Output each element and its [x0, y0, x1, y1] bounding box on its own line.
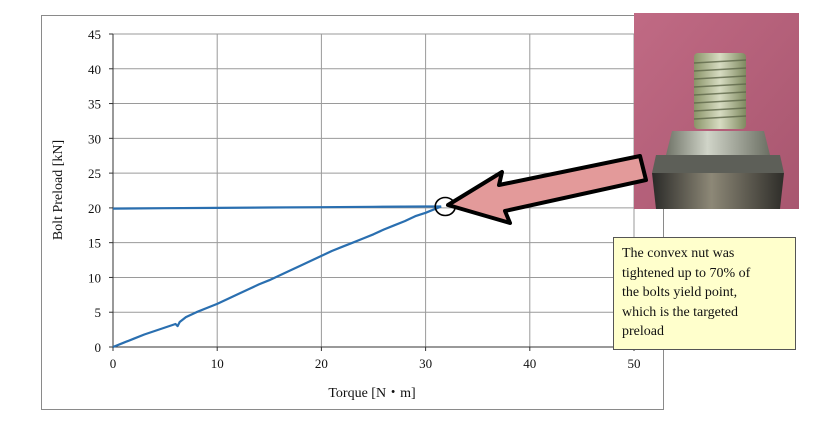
chart-axes [109, 33, 635, 351]
bolt-and-convex-nut-photo [634, 13, 799, 209]
series-line-1 [112, 205, 442, 349]
y-tick-label: 10 [88, 270, 101, 285]
y-tick-label: 35 [88, 97, 101, 112]
y-tick-label: 45 [88, 27, 101, 42]
y-tick-label: 20 [88, 201, 101, 216]
callout-line: the bolts yield point, [622, 285, 738, 300]
annotation-callout: The convex nut was tightened up to 70% o… [613, 237, 796, 350]
chart-tick-labels: 0 10 20 30 40 50 0 5 10 15 20 25 30 35 40 45 [88, 27, 641, 371]
y-axis-title: Bolt Preload [kN] [51, 140, 66, 240]
series-line-2 [112, 205, 442, 210]
callout-line: which is the targeted [622, 304, 738, 320]
x-tick-label: 30 [419, 356, 432, 371]
x-tick-label: 10 [211, 356, 224, 371]
callout-line: tightened up to 70% of [622, 265, 751, 281]
y-tick-label: 30 [88, 131, 101, 146]
x-tick-label: 50 [628, 356, 641, 371]
x-tick-label: 20 [315, 356, 328, 371]
callout-line: The convex nut was [622, 246, 735, 261]
y-tick-label: 5 [95, 305, 102, 320]
chart-frame [41, 15, 664, 410]
callout-line: preload [622, 324, 664, 339]
y-tick-label: 40 [88, 62, 101, 77]
x-tick-label: 40 [523, 356, 536, 371]
y-tick-label: 0 [95, 340, 102, 355]
y-tick-label: 15 [88, 236, 101, 251]
x-tick-label: 0 [110, 356, 117, 371]
x-axis-title: Torque [N・m] [328, 386, 415, 401]
y-tick-label: 25 [88, 166, 101, 181]
chart-series-lines [112, 205, 442, 349]
